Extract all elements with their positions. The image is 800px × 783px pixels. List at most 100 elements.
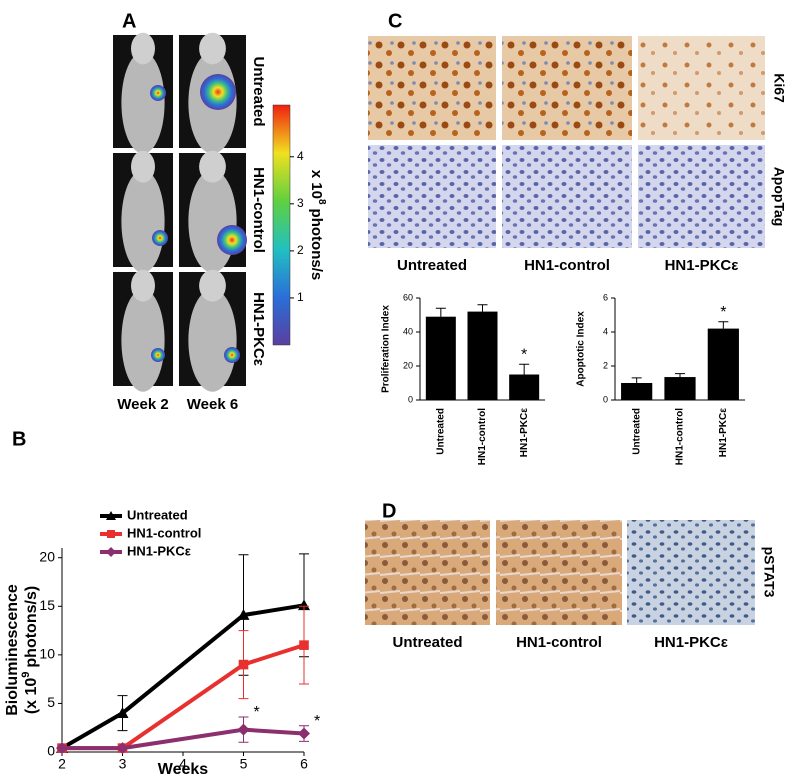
luminescence-signal <box>224 347 240 363</box>
legend-marker <box>106 547 116 557</box>
luminescence-signal <box>152 230 168 246</box>
legend-label: HN1-PKCε <box>127 543 191 558</box>
x-tick-label: Untreated <box>435 408 446 455</box>
marker <box>298 599 310 611</box>
y-tick-label: 20 <box>403 360 413 370</box>
row-label: Untreated <box>250 56 267 126</box>
mouse-head <box>199 150 226 183</box>
histology-image <box>502 36 632 140</box>
row-label: HN1-control <box>250 167 267 253</box>
colorbar-label: x 108 photons/s <box>308 170 327 280</box>
x-axis-label: Weeks <box>158 761 209 778</box>
colorbar-tick-label: 1 <box>297 290 304 304</box>
marker <box>298 727 310 740</box>
y-axis-label: Bioluminescence (x 109 photons/s) <box>4 584 40 716</box>
y-tick-label: 4 <box>603 326 608 336</box>
histology-image <box>638 36 765 140</box>
error-bar <box>477 304 488 312</box>
panel-label: A <box>122 10 136 32</box>
y-tick-label: 5 <box>47 694 55 710</box>
mouse-head <box>131 32 155 65</box>
bar <box>467 311 498 400</box>
y-tick-label: 15 <box>39 597 55 613</box>
luminescence-signal <box>200 74 236 110</box>
x-tick-label: HN1-PKCε <box>519 408 530 457</box>
legend-label: Untreated <box>127 507 188 522</box>
luminescence-signal <box>150 85 166 101</box>
series-line <box>60 603 305 750</box>
colorbar-tick-label: 3 <box>297 196 304 210</box>
marker <box>237 723 250 736</box>
column-label: Untreated <box>397 257 467 274</box>
y-axis-label: Proliferation Index <box>381 305 392 393</box>
bar <box>707 328 739 400</box>
marker <box>299 640 309 650</box>
colorbar-label-unit: photons/s <box>308 209 325 281</box>
x-tick-label: 5 <box>240 756 248 772</box>
histology-image <box>368 36 496 140</box>
x-tick-label: Untreated <box>631 408 642 455</box>
y-axis-label-line: (x 10 <box>23 678 40 715</box>
error-bar <box>631 377 642 383</box>
column-label: HN1-PKCε <box>665 257 739 274</box>
column-label: HN1-control <box>524 257 610 274</box>
marker <box>238 659 249 670</box>
series-line <box>62 727 305 751</box>
y-tick-label: 2 <box>603 360 608 370</box>
y-tick-label: 6 <box>603 292 608 302</box>
histology-image <box>496 520 622 625</box>
mouse-body <box>121 289 165 392</box>
mouse-head <box>199 32 226 65</box>
column-label: Week 2 <box>117 396 168 413</box>
mouse-body <box>188 170 237 273</box>
histology-image <box>365 520 490 625</box>
colorbar-label-exponent: 8 <box>316 199 327 205</box>
row-label: ApopTag <box>771 167 787 227</box>
significance-marker: * <box>254 704 260 721</box>
error-bar <box>718 321 729 329</box>
mouse-body <box>188 289 237 392</box>
column-label: HN1-control <box>516 634 602 651</box>
x-tick-label: 3 <box>119 756 127 772</box>
mouse-head <box>131 150 155 183</box>
significance-marker: * <box>521 347 527 364</box>
mouse-head <box>131 269 155 302</box>
x-tick-label: 2 <box>58 756 66 772</box>
legend-marker <box>107 530 115 538</box>
mouse-body <box>121 51 165 154</box>
mouse-body <box>121 170 165 273</box>
y-tick-label: 20 <box>39 548 55 564</box>
histology-image <box>638 145 765 248</box>
y-tick-label: 10 <box>39 646 55 662</box>
panel-label: D <box>382 500 396 522</box>
histology-image <box>502 145 632 248</box>
luminescence-signal <box>151 348 165 362</box>
mouse-head <box>199 269 226 302</box>
bar <box>509 374 540 400</box>
significance-marker: * <box>720 304 726 321</box>
column-label: Untreated <box>392 634 462 651</box>
marker <box>116 742 129 755</box>
legend-label: HN1-control <box>127 525 201 540</box>
column-label: Week 6 <box>187 396 238 413</box>
bar <box>664 377 696 400</box>
x-tick-label: 4 <box>179 756 187 772</box>
error-bar <box>435 307 446 317</box>
panel-label: B <box>12 428 26 450</box>
y-axis-label-line: Bioluminescence <box>4 584 21 716</box>
bar <box>621 383 653 400</box>
y-tick-label: 0 <box>47 743 55 759</box>
x-tick-label: 6 <box>300 756 308 772</box>
colorbar <box>272 104 291 346</box>
y-tick-label: 40 <box>403 326 413 336</box>
histology-image <box>368 145 496 248</box>
error-bar <box>675 373 685 378</box>
y-tick-label: 0 <box>408 394 413 404</box>
y-axis-label-line: photons/s) <box>23 586 40 668</box>
marker <box>237 609 250 620</box>
colorbar-tick-label: 4 <box>297 149 304 163</box>
error-bar <box>519 363 530 375</box>
significance-marker: * <box>314 713 320 730</box>
luminescence-signal <box>217 225 247 255</box>
bar <box>425 316 456 400</box>
